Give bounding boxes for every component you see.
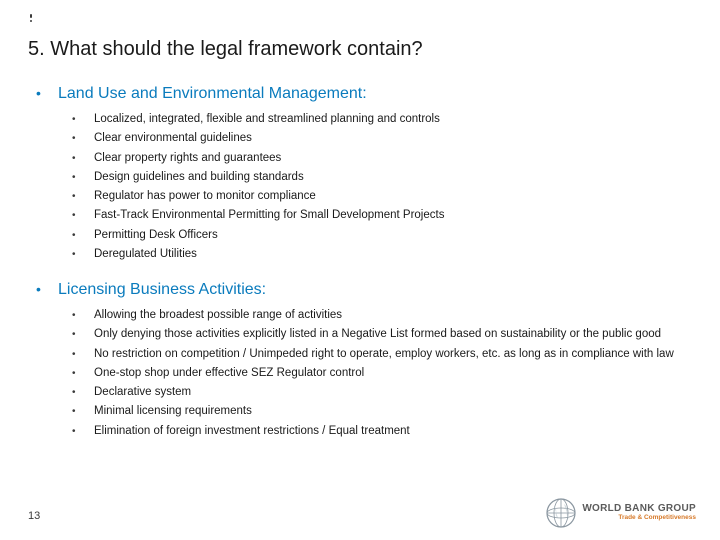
list-item: •No restriction on competition / Unimped… <box>72 346 692 363</box>
item-bullet-icon: • <box>72 112 94 127</box>
list-item: •Declarative system <box>72 384 692 401</box>
section-heading: Land Use and Environmental Management: <box>58 85 367 103</box>
item-text: Design guidelines and building standards <box>94 169 304 186</box>
item-bullet-icon: • <box>72 327 94 342</box>
section-land-use: • Land Use and Environmental Management:… <box>28 85 692 263</box>
item-text: Permitting Desk Officers <box>94 227 218 244</box>
list-item: •Fast-Track Environmental Permitting for… <box>72 207 692 224</box>
list-item: •Elimination of foreign investment restr… <box>72 423 692 440</box>
section-bullet-icon: • <box>36 282 58 296</box>
item-bullet-icon: • <box>72 208 94 223</box>
list-item: •Permitting Desk Officers <box>72 227 692 244</box>
item-text: Clear environmental guidelines <box>94 130 252 147</box>
item-text: Minimal licensing requirements <box>94 403 252 420</box>
list-item: •Allowing the broadest possible range of… <box>72 307 692 324</box>
list-item: •Minimal licensing requirements <box>72 403 692 420</box>
list-item: •Regulator has power to monitor complian… <box>72 188 692 205</box>
section-licensing: • Licensing Business Activities: •Allowi… <box>28 281 692 440</box>
section-bullet-icon: • <box>36 86 58 100</box>
item-text: Only denying those activities explicitly… <box>94 326 661 343</box>
section-row: • Licensing Business Activities: <box>36 281 692 299</box>
globe-icon <box>546 498 576 528</box>
item-bullet-icon: • <box>72 424 94 439</box>
item-text: No restriction on competition / Unimpede… <box>94 346 674 363</box>
page-number: 13 <box>28 510 40 522</box>
item-text: Regulator has power to monitor complianc… <box>94 188 316 205</box>
item-bullet-icon: • <box>72 228 94 243</box>
logo-main-text: WORLD BANK GROUP <box>582 504 696 514</box>
item-bullet-icon: • <box>72 366 94 381</box>
logo-sub-text: Trade & Competitiveness <box>582 515 696 522</box>
item-bullet-icon: • <box>72 151 94 166</box>
list-item: •One-stop shop under effective SEZ Regul… <box>72 365 692 382</box>
list-item: •Clear environmental guidelines <box>72 130 692 147</box>
list-item: •Localized, integrated, flexible and str… <box>72 111 692 128</box>
list-item: •Clear property rights and guarantees <box>72 150 692 167</box>
item-bullet-icon: • <box>72 404 94 419</box>
item-bullet-icon: • <box>72 131 94 146</box>
item-bullet-icon: • <box>72 308 94 323</box>
decorative-dots-icon <box>28 14 38 24</box>
section-items: •Allowing the broadest possible range of… <box>72 307 692 440</box>
section-items: •Localized, integrated, flexible and str… <box>72 111 692 263</box>
item-bullet-icon: • <box>72 189 94 204</box>
list-item: •Deregulated Utilities <box>72 246 692 263</box>
slide: 5. What should the legal framework conta… <box>0 0 720 540</box>
item-bullet-icon: • <box>72 247 94 262</box>
item-text: Deregulated Utilities <box>94 246 197 263</box>
item-text: Localized, integrated, flexible and stre… <box>94 111 440 128</box>
slide-title: 5. What should the legal framework conta… <box>28 38 692 61</box>
section-row: • Land Use and Environmental Management: <box>36 85 692 103</box>
logo-text: WORLD BANK GROUP Trade & Competitiveness <box>582 504 696 522</box>
item-bullet-icon: • <box>72 170 94 185</box>
item-text: One-stop shop under effective SEZ Regula… <box>94 365 364 382</box>
item-text: Fast-Track Environmental Permitting for … <box>94 207 444 224</box>
item-text: Elimination of foreign investment restri… <box>94 423 410 440</box>
item-bullet-icon: • <box>72 347 94 362</box>
item-bullet-icon: • <box>72 385 94 400</box>
logo: WORLD BANK GROUP Trade & Competitiveness <box>546 498 696 528</box>
item-text: Allowing the broadest possible range of … <box>94 307 342 324</box>
list-item: •Design guidelines and building standard… <box>72 169 692 186</box>
item-text: Clear property rights and guarantees <box>94 150 281 167</box>
section-heading: Licensing Business Activities: <box>58 281 266 299</box>
list-item: •Only denying those activities explicitl… <box>72 326 692 343</box>
item-text: Declarative system <box>94 384 191 401</box>
